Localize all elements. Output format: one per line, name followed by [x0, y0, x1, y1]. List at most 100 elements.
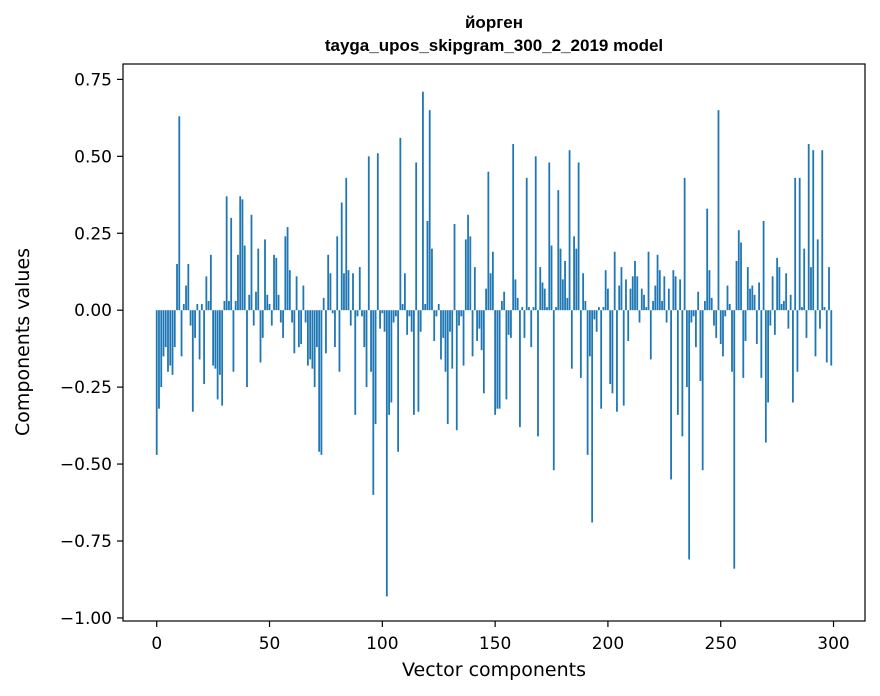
bar [681, 310, 684, 437]
bar [209, 254, 212, 311]
bar [191, 310, 194, 412]
bar [740, 242, 742, 311]
bar [401, 304, 404, 311]
bar [570, 310, 573, 369]
bar [196, 304, 199, 311]
bar [746, 267, 749, 311]
bar [773, 310, 776, 335]
bar [769, 310, 772, 326]
bar [261, 310, 264, 338]
bar [805, 310, 808, 338]
bar [622, 310, 625, 406]
bar [476, 310, 478, 341]
bar [661, 300, 663, 311]
bar [322, 297, 325, 311]
bar [814, 310, 817, 357]
x-tick-label: 50 [259, 634, 281, 654]
bar [496, 310, 499, 409]
bar [528, 307, 530, 311]
bar [155, 310, 158, 455]
bar [713, 310, 715, 326]
bar [737, 230, 740, 311]
bar [767, 310, 769, 403]
bar [764, 310, 767, 443]
bar [424, 304, 427, 311]
bar [482, 310, 485, 394]
bar [498, 310, 501, 409]
bar [602, 307, 605, 311]
bar [620, 267, 623, 311]
bar [697, 291, 700, 311]
bar [167, 310, 169, 372]
bar [658, 270, 661, 311]
bar [823, 307, 826, 311]
bar [295, 276, 298, 311]
bar [701, 310, 704, 471]
bars-group [155, 91, 833, 597]
bar [715, 310, 718, 338]
bar [672, 270, 675, 311]
bar [286, 227, 289, 311]
bar [525, 177, 528, 311]
bar [719, 310, 722, 345]
bar [717, 110, 720, 311]
bar [367, 156, 370, 311]
bar [670, 310, 672, 480]
y-axis-label: Components values [12, 248, 34, 436]
bar [794, 177, 797, 311]
bar [546, 307, 548, 311]
bar [480, 310, 483, 351]
bar [413, 310, 415, 415]
bar [257, 248, 260, 311]
bar [218, 310, 221, 375]
bar [704, 300, 706, 311]
bar [692, 310, 695, 317]
bar [487, 171, 490, 311]
bar [248, 294, 251, 311]
bar [388, 310, 390, 415]
bar [821, 150, 824, 311]
bar [304, 310, 307, 323]
bar [564, 260, 566, 311]
bar [225, 196, 228, 311]
bar [363, 310, 366, 348]
bar [365, 310, 368, 388]
bar [609, 310, 612, 385]
bar [453, 224, 456, 311]
bar [198, 310, 201, 360]
bar [376, 153, 379, 311]
bar [755, 310, 758, 345]
plot-frame [122, 63, 866, 622]
bar [801, 307, 803, 311]
bar [688, 310, 691, 560]
bar [629, 288, 632, 311]
bar [640, 288, 643, 311]
bar [252, 310, 255, 326]
bar [573, 236, 575, 311]
bar [598, 307, 600, 311]
bar [645, 307, 648, 311]
bar [408, 310, 411, 317]
bar [356, 310, 359, 317]
bar [710, 297, 713, 311]
bar [444, 310, 447, 372]
y-tick-label: 0.00 [74, 301, 112, 321]
bar [762, 220, 765, 311]
bar [460, 310, 463, 317]
bar [796, 310, 799, 372]
bar [676, 310, 679, 415]
bar [505, 310, 508, 400]
bar [316, 310, 318, 348]
bar [742, 310, 745, 378]
bar [735, 260, 738, 311]
x-tick-label: 0 [151, 634, 162, 654]
y-tick-label: 0.75 [74, 70, 112, 90]
bar [331, 310, 334, 314]
bar [449, 310, 451, 332]
bar [656, 254, 659, 311]
bar [406, 310, 409, 335]
bar [559, 248, 562, 311]
bar [455, 310, 458, 431]
bar [268, 304, 271, 311]
bar [442, 310, 445, 338]
